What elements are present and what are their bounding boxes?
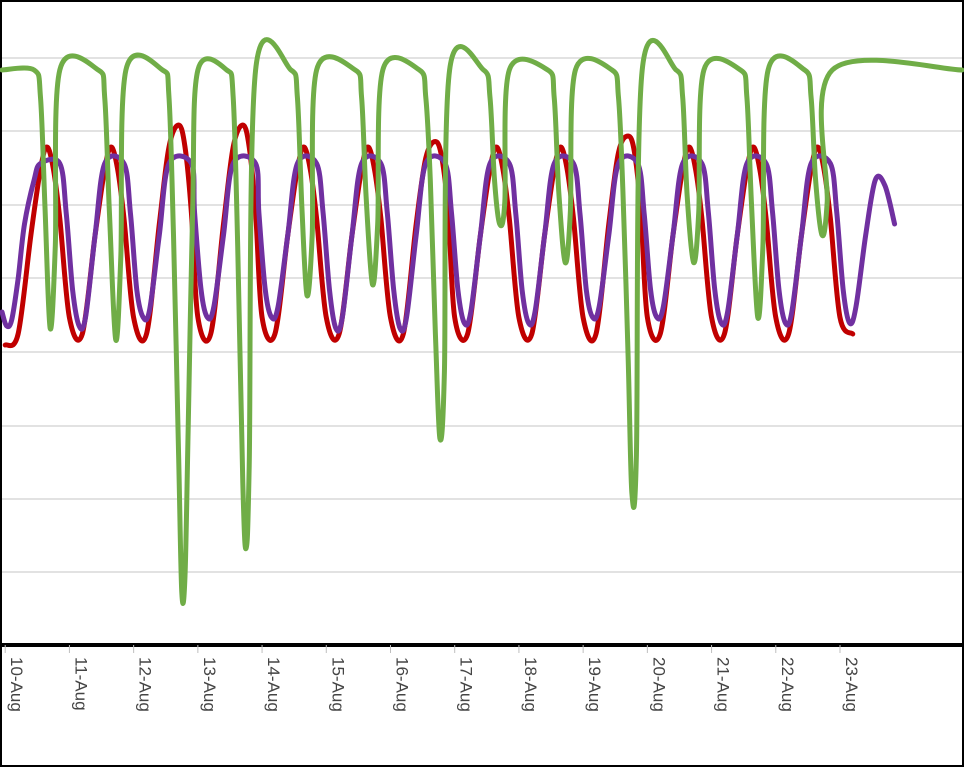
x-tick-label: 16-Aug bbox=[393, 657, 412, 712]
x-tick-label: 13-Aug bbox=[200, 657, 219, 712]
x-tick-label: 17-Aug bbox=[457, 657, 476, 712]
series-line-1 bbox=[0, 153, 898, 334]
x-tick-label: 18-Aug bbox=[521, 657, 540, 712]
x-axis-ticks: 10-Aug 11-Aug 12-Aug 13-Aug 14-Aug 15-Aug 16-A… bbox=[4, 645, 861, 712]
x-tick-label: 23-Aug bbox=[842, 657, 861, 712]
x-tick-label: 14-Aug bbox=[264, 657, 283, 712]
x-tick-label: 20-Aug bbox=[649, 657, 668, 712]
x-tick-label: 19-Aug bbox=[585, 657, 604, 712]
x-tick-label: 11-Aug bbox=[71, 657, 90, 711]
x-tick-label: 12-Aug bbox=[136, 657, 155, 712]
series-layer bbox=[0, 37, 964, 606]
series-line-2 bbox=[0, 37, 964, 606]
x-tick-label: 15-Aug bbox=[328, 657, 347, 712]
x-tick-label: 21-Aug bbox=[714, 657, 733, 712]
x-tick-label: 22-Aug bbox=[778, 657, 797, 712]
gridlines bbox=[2, 57, 962, 573]
x-tick-label: 10-Aug bbox=[7, 657, 26, 712]
